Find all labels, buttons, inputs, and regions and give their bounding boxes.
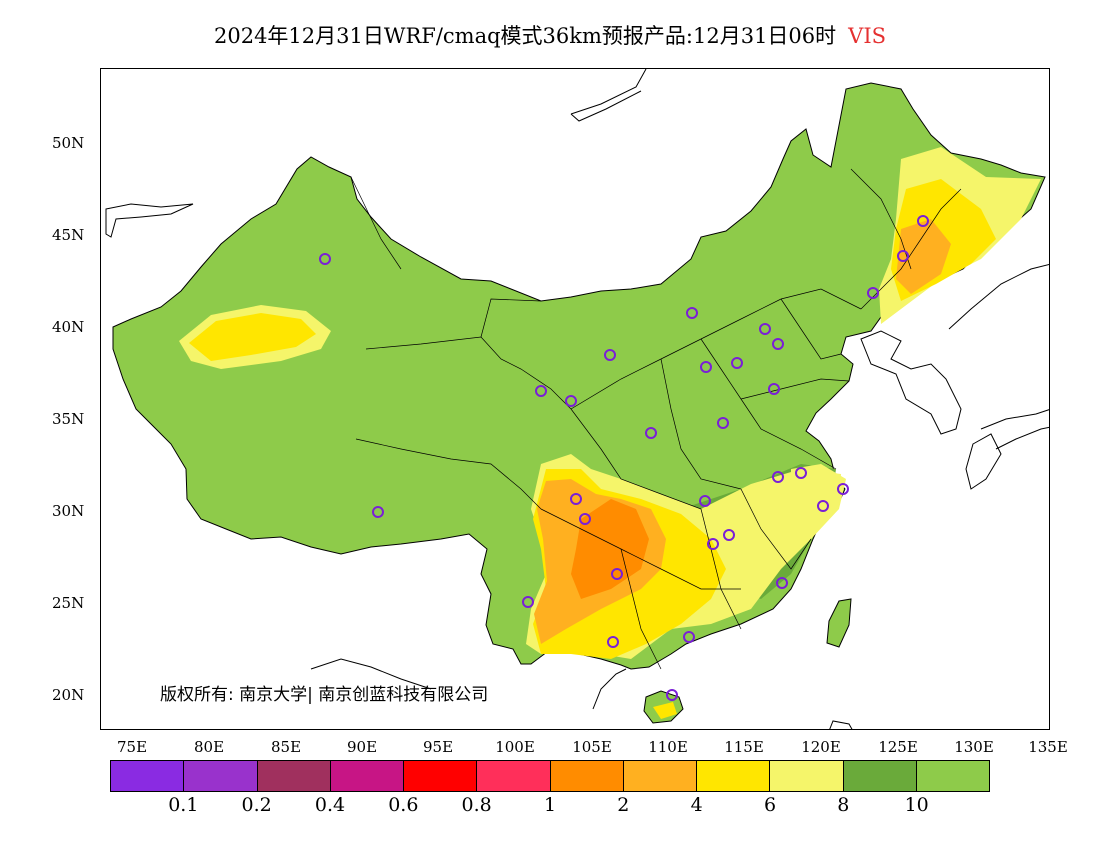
legend-label: 6 <box>763 794 777 816</box>
station-marker <box>699 495 711 507</box>
legend-swatch <box>257 761 331 791</box>
legend-swatch <box>770 761 844 791</box>
color-legend <box>110 760 990 792</box>
other-coastlines <box>105 69 1049 729</box>
lat-tick-40N: 40N <box>52 318 85 336</box>
legend-swatch <box>111 761 185 791</box>
station-marker <box>535 385 547 397</box>
legend-label: 0.8 <box>461 794 492 816</box>
copyright-text: 版权所有: 南京大学| 南京创蓝科技有限公司 <box>160 685 489 705</box>
lon-tick-110E: 110E <box>648 738 688 756</box>
lon-tick-90E: 90E <box>346 738 378 756</box>
lat-tick-50N: 50N <box>52 134 85 152</box>
lon-tick-75E: 75E <box>116 738 148 756</box>
legend-label: 0.1 <box>168 794 199 816</box>
station-marker <box>723 529 735 541</box>
station-marker <box>565 395 577 407</box>
legend-swatch <box>916 761 989 791</box>
station-marker <box>867 287 879 299</box>
station-marker <box>917 215 929 227</box>
legend-swatch <box>330 761 404 791</box>
legend-label: 0.6 <box>388 794 419 816</box>
legend-swatch <box>404 761 478 791</box>
legend-label: 0.2 <box>241 794 272 816</box>
station-marker <box>768 383 780 395</box>
lon-tick-95E: 95E <box>422 738 454 756</box>
station-marker <box>611 568 623 580</box>
station-marker <box>776 577 788 589</box>
legend-label: 1 <box>543 794 557 816</box>
hainan-low-vis <box>653 702 677 719</box>
legend-swatch <box>843 761 917 791</box>
lon-tick-100E: 100E <box>495 738 535 756</box>
station-markers <box>319 215 929 701</box>
legend-label: 2 <box>617 794 630 816</box>
chart-title: 2024年12月31日WRF/cmaq模式36km预报产品:12月31日06时 V… <box>0 20 1100 50</box>
lat-tick-30N: 30N <box>52 502 85 520</box>
lon-tick-130E: 130E <box>954 738 994 756</box>
ne-vis-2-4 <box>896 219 951 294</box>
station-marker <box>707 538 719 550</box>
legend-swatch <box>184 761 258 791</box>
lon-tick-125E: 125E <box>878 738 918 756</box>
station-marker <box>604 349 616 361</box>
lat-tick-45N: 45N <box>52 226 85 244</box>
station-marker <box>522 596 534 608</box>
south-vis-1-2 <box>571 499 649 599</box>
station-marker <box>570 493 582 505</box>
lon-tick-105E: 105E <box>572 738 612 756</box>
station-marker <box>666 689 678 701</box>
lon-tick-115E: 115E <box>724 738 764 756</box>
station-marker <box>795 467 807 479</box>
lat-tick-35N: 35N <box>52 410 85 428</box>
station-marker <box>645 427 657 439</box>
station-marker <box>759 323 771 335</box>
lon-tick-80E: 80E <box>193 738 225 756</box>
station-marker <box>731 357 743 369</box>
legend-label: 0.4 <box>314 794 346 816</box>
map-frame <box>100 68 1050 730</box>
station-marker <box>772 338 784 350</box>
title-text: 2024年12月31日WRF/cmaq模式36km预报产品:12月31日06时 <box>213 24 837 48</box>
station-marker <box>683 631 695 643</box>
station-marker <box>772 471 784 483</box>
legend-label: 4 <box>690 794 703 816</box>
station-marker <box>686 307 698 319</box>
station-marker <box>700 361 712 373</box>
lon-tick-85E: 85E <box>270 738 302 756</box>
legend-swatch <box>697 761 771 791</box>
legend-swatch <box>623 761 697 791</box>
variable-label: VIS <box>848 24 887 48</box>
station-marker <box>837 483 849 495</box>
legend-label: 10 <box>904 794 929 816</box>
station-marker <box>717 417 729 429</box>
map-svg <box>105 69 1049 729</box>
lat-tick-25N: 25N <box>52 594 85 612</box>
station-marker <box>817 500 829 512</box>
legend-swatch <box>550 761 624 791</box>
province-borders <box>350 168 962 670</box>
lon-tick-120E: 120E <box>801 738 841 756</box>
station-marker <box>319 253 331 265</box>
legend-swatch <box>477 761 551 791</box>
station-marker <box>579 513 591 525</box>
lat-tick-20N: 20N <box>52 686 85 704</box>
station-marker <box>607 636 619 648</box>
station-marker <box>372 506 384 518</box>
tarim-vis-4-6 <box>189 313 316 361</box>
station-marker <box>897 250 909 262</box>
taiwan-island <box>826 598 852 648</box>
lon-tick-135E: 135E <box>1028 738 1068 756</box>
legend-label: 8 <box>837 794 850 816</box>
